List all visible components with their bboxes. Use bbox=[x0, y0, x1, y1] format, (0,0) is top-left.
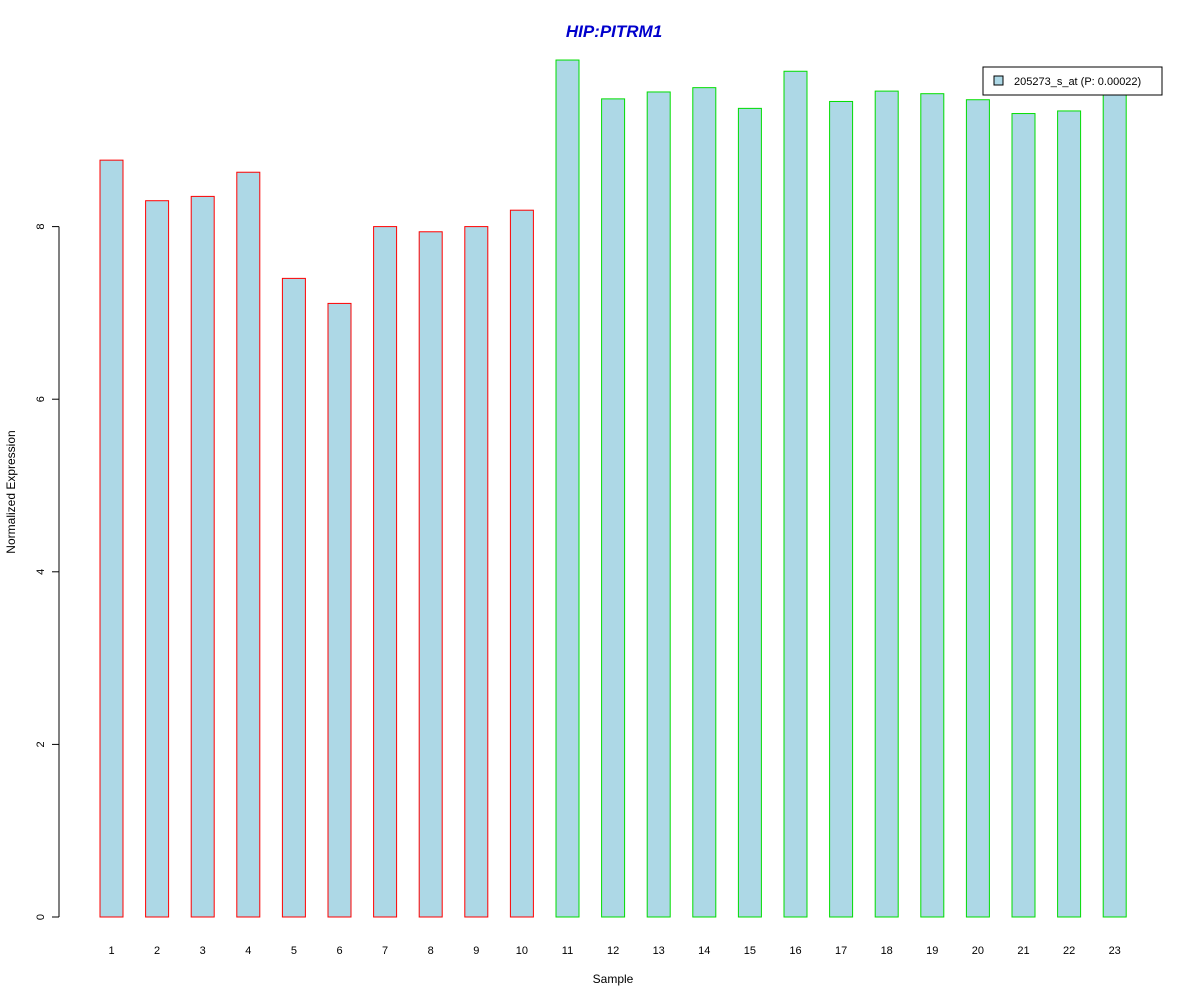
bar-sample-15 bbox=[737, 107, 762, 918]
bar-sample-10 bbox=[509, 209, 534, 918]
x-axis-tick-labels: 1 2 3 4 5 6 7 8 9 10 11 12 13 14 15 16 17 18 19 20 21 22 23 bbox=[108, 945, 1120, 957]
legend: 205273_s_at (P: 0.00022) bbox=[982, 66, 1163, 96]
x-tick-label: 9 bbox=[473, 945, 479, 957]
x-tick-label: 7 bbox=[382, 945, 388, 957]
x-tick-label: 21 bbox=[1017, 945, 1029, 957]
bar-sample-4 bbox=[236, 171, 261, 918]
bar-sample-12 bbox=[601, 98, 626, 918]
bars bbox=[99, 59, 1127, 918]
legend-box bbox=[982, 66, 1163, 96]
bar-sample-22 bbox=[1057, 110, 1082, 918]
bar-sample-13 bbox=[646, 91, 671, 918]
y-axis: 0 2 4 6 8 bbox=[35, 224, 60, 920]
bar-sample-11 bbox=[555, 59, 580, 918]
x-tick-label: 5 bbox=[291, 945, 297, 957]
bar-sample-9 bbox=[464, 226, 489, 918]
y-tick-label: 8 bbox=[35, 224, 47, 230]
bar-sample-2 bbox=[145, 200, 170, 918]
x-tick-label: 14 bbox=[698, 945, 710, 957]
chart-title: HIP:PITRM1 bbox=[566, 22, 662, 41]
bar-sample-23 bbox=[1102, 92, 1127, 918]
y-axis-label: Normalized Expression bbox=[4, 430, 18, 553]
x-tick-label: 3 bbox=[200, 945, 206, 957]
x-tick-label: 18 bbox=[881, 945, 893, 957]
x-tick-label: 20 bbox=[972, 945, 984, 957]
x-tick-label: 1 bbox=[108, 945, 114, 957]
legend-swatch bbox=[993, 75, 1004, 86]
bar-sample-18 bbox=[874, 90, 899, 918]
x-tick-label: 8 bbox=[428, 945, 434, 957]
x-tick-label: 19 bbox=[926, 945, 938, 957]
bar-sample-7 bbox=[373, 226, 398, 918]
bar-sample-5 bbox=[281, 277, 306, 918]
x-tick-label: 11 bbox=[562, 945, 573, 957]
x-tick-label: 23 bbox=[1109, 945, 1121, 957]
legend-label: 205273_s_at (P: 0.00022) bbox=[1014, 76, 1141, 88]
y-tick-label: 6 bbox=[35, 396, 47, 402]
bar-sample-16 bbox=[783, 70, 808, 918]
bar-sample-6 bbox=[327, 302, 352, 918]
bar-sample-3 bbox=[190, 195, 215, 918]
y-tick-label: 4 bbox=[35, 569, 47, 575]
x-tick-label: 15 bbox=[744, 945, 756, 957]
x-tick-label: 10 bbox=[516, 945, 528, 957]
bar-sample-19 bbox=[920, 93, 945, 918]
x-tick-label: 6 bbox=[336, 945, 342, 957]
x-tick-label: 4 bbox=[245, 945, 251, 957]
x-tick-label: 2 bbox=[154, 945, 160, 957]
x-tick-label: 22 bbox=[1063, 945, 1075, 957]
x-tick-label: 16 bbox=[789, 945, 801, 957]
bar-sample-8 bbox=[418, 231, 443, 918]
bar-sample-14 bbox=[692, 87, 717, 918]
bar-sample-21 bbox=[1011, 113, 1036, 918]
y-tick-label: 0 bbox=[35, 914, 47, 920]
bar-sample-20 bbox=[965, 99, 990, 918]
x-axis-label: Sample bbox=[593, 972, 634, 986]
y-tick-label: 2 bbox=[35, 741, 47, 747]
x-tick-label: 12 bbox=[607, 945, 619, 957]
x-tick-label: 13 bbox=[653, 945, 665, 957]
bar-sample-1 bbox=[99, 159, 124, 918]
x-tick-label: 17 bbox=[835, 945, 847, 957]
bar-sample-17 bbox=[829, 100, 854, 918]
